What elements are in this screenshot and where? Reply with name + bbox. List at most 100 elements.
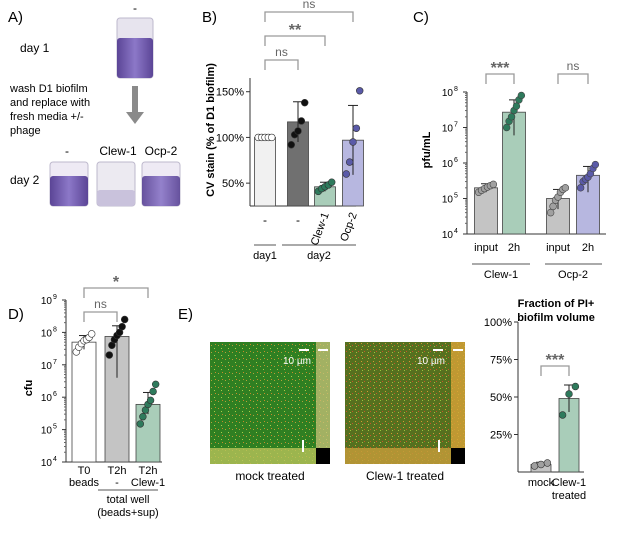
panel-c-letter: C) (413, 9, 429, 26)
confocal-image-mock: 10 µm (210, 342, 330, 464)
b-point-0-4 (268, 133, 276, 142)
e-point-0-0 (530, 462, 539, 470)
e-sig-label-0: *** (546, 352, 565, 369)
e-xlabel-1-1: treated (552, 490, 586, 502)
e-xlabel-1-0: Clew-1 (552, 477, 586, 489)
panel-e-title-line-1: Fraction of PI+ (518, 298, 595, 310)
b-sig-bracket-2 (264, 11, 354, 22)
tube-label-untreated: - (65, 144, 69, 158)
b-point-3-1 (345, 158, 354, 166)
panel-b-ylabel: CV stain (% of D1 biofilm) (205, 63, 217, 197)
d-xlabel-2-0: T2h (139, 465, 158, 477)
e-point-1-0 (558, 411, 567, 419)
panel-c-ylabel: pfu/mL (421, 131, 433, 168)
c-ytick-label-4: 10 (442, 88, 454, 99)
d-point-1-5 (118, 322, 126, 331)
d-xlabel-1-0: T2h (108, 465, 127, 477)
c-sig-label-1: ns (567, 59, 580, 73)
d-sig-bracket-0 (83, 311, 118, 322)
panel-a-letter: A) (8, 9, 23, 26)
group-label-clew1: Clew-1 (484, 269, 518, 281)
b-sig-bracket-1 (264, 35, 326, 46)
wash-line-3: fresh media +/- (10, 111, 84, 123)
tube-top-label: - (133, 1, 137, 15)
scale-bar-label-clew1: 10 µm (417, 356, 445, 367)
d-point-2-1 (139, 413, 147, 421)
panel-d-letter: D) (8, 306, 24, 323)
e-ytick-label-3: 100% (484, 317, 512, 329)
d-ytick-label-0: 10 (41, 458, 53, 469)
c-point-1-2 (507, 113, 516, 121)
tube-label-ocp2: Ocp-2 (145, 144, 178, 158)
panel-d-group-label: total well (beads+sup) (97, 489, 159, 519)
day2-tubes-image (49, 161, 181, 207)
c-xlabel-1: 2h (508, 242, 520, 254)
e-ytick-label-2: 75% (490, 355, 512, 367)
c-sig-bracket-0 (485, 73, 515, 84)
c-ytick-exp-0: 4 (454, 228, 458, 235)
d-xlabel-1-1: - (115, 477, 119, 489)
d-bar-0 (71, 341, 97, 463)
c-xlabel-2: input (546, 242, 570, 254)
b-point-1-4 (301, 98, 309, 107)
panel-b: B) CV stain (% of D1 biofilm) 50% 100% 150… (202, 0, 364, 262)
d-ytick-label-2: 10 (41, 393, 53, 404)
b-ytick-label-1: 100% (216, 132, 244, 144)
c-point-2-0 (546, 208, 555, 217)
day2-label: day 2 (10, 173, 40, 187)
c-point-3-6 (591, 160, 600, 169)
b-xlabel-2: Clew-1 (309, 211, 332, 247)
b-point-1-3 (297, 117, 306, 125)
c-point-0-5 (489, 180, 498, 189)
b-sig-label-0: ns (275, 45, 288, 59)
b-point-3-0 (342, 170, 350, 178)
d-ytick-exp-4: 8 (53, 326, 57, 333)
c-xlabel-0: input (474, 242, 498, 254)
wash-line-2: and replace with (10, 97, 90, 109)
d-sig-label-1: * (113, 274, 120, 291)
group-label-total-well: total well (107, 494, 150, 506)
d-xlabel-0-0: T0 (78, 465, 91, 477)
scale-bar-label-mock: 10 µm (283, 356, 311, 367)
wash-line-1: wash D1 biofilm (9, 83, 88, 95)
d-sig-bracket-1 (83, 287, 149, 298)
c-point-3-0 (576, 184, 585, 192)
b-point-1-0 (287, 141, 295, 149)
wash-line-4: phage (10, 125, 41, 137)
b-point-2-4 (328, 178, 336, 186)
panel-b-letter: B) (202, 9, 217, 26)
d-point-2-4 (146, 396, 155, 405)
b-sig-label-1: ** (289, 22, 302, 39)
e-sig-bracket-0 (540, 365, 570, 376)
c-ytick-label-2: 10 (442, 159, 454, 170)
d-ytick-exp-2: 6 (53, 391, 57, 398)
c-ytick-exp-3: 7 (454, 122, 458, 129)
c-point-1-4 (512, 102, 521, 110)
d-ytick-exp-5: 9 (53, 294, 57, 301)
d-ytick-label-5: 10 (41, 296, 53, 307)
c-xlabel-3: 2h (582, 242, 594, 254)
b-xlabel-3: Ocp-2 (338, 211, 360, 243)
b-ytick-label-0: 50% (222, 178, 244, 190)
group-label-ocp2: Ocp-2 (558, 269, 588, 281)
panel-a: A) - day 1 wash D1 biofilm and replace w… (8, 1, 181, 207)
e-point-1-1 (565, 390, 573, 398)
caption-mock-treated: mock treated (235, 469, 304, 483)
panel-e-title-line-2: biofilm volume (517, 312, 595, 324)
d-ytick-label-3: 10 (41, 361, 53, 372)
panel-b-group-labels: day1 day2 (253, 244, 356, 262)
b-point-3-4 (356, 87, 364, 95)
panel-c-group-labels: Clew-1 Ocp-2 (472, 263, 602, 281)
e-ytick-label-0: 25% (490, 430, 512, 442)
tube-label-clew1: Clew-1 (99, 144, 137, 158)
b-bar-0 (254, 137, 276, 207)
c-ytick-label-1: 10 (442, 195, 454, 206)
c-point-2-6 (561, 184, 570, 192)
b-point-3-2 (349, 138, 357, 146)
confocal-image-clew1: 10 µm (345, 342, 465, 464)
b-sig-bracket-0 (264, 59, 299, 70)
down-arrow-icon (126, 86, 144, 124)
